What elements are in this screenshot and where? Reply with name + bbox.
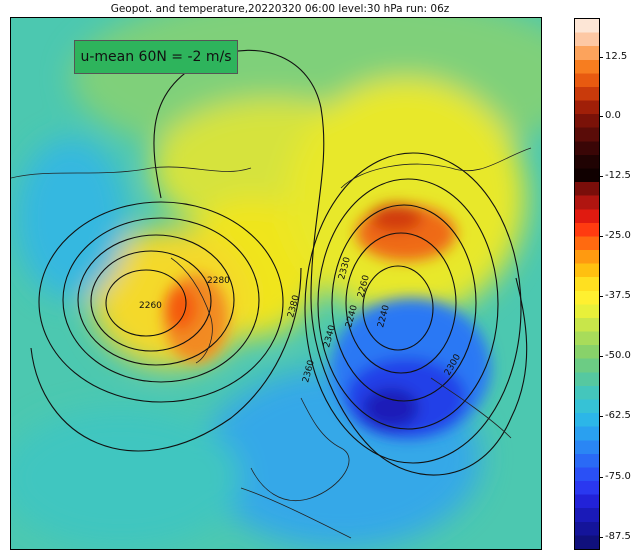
temperature-shading — [11, 18, 541, 548]
colorbar-label: -37.5 — [605, 290, 631, 301]
colorbar-tick — [599, 416, 603, 417]
colorbar-tick — [599, 236, 603, 237]
colorbar-label: -25.0 — [605, 230, 631, 241]
colorbar-tick — [599, 356, 603, 357]
colorbar-label: -12.5 — [605, 170, 631, 181]
colorbar-tick — [599, 176, 603, 177]
colorbar-label: -62.5 — [605, 410, 631, 421]
colorbar-label: -50.0 — [605, 350, 631, 361]
colorbar-label: 12.5 — [605, 51, 628, 62]
contour-label: 2280 — [207, 276, 230, 286]
coastlines — [11, 147, 532, 539]
colorbar-tick — [599, 477, 603, 478]
temperature-extremes — [164, 204, 491, 438]
map-title: Geopot. and temperature,20220320 06:00 l… — [110, 3, 450, 15]
map-panel: 2260 2280 2380 2360 2340 2330 2260 2240 … — [10, 17, 542, 550]
u-mean-annotation: u-mean 60N = -2 m/s — [74, 40, 238, 74]
colorbar-tick — [599, 537, 603, 538]
colorbar-tick — [599, 116, 603, 117]
geopotential-contours — [30, 49, 528, 476]
colorbar-label: -75.0 — [605, 471, 631, 482]
colorbar-label: -87.5 — [605, 531, 631, 542]
colorbar-tick — [599, 296, 603, 297]
colorbar-tick — [599, 57, 603, 58]
map-svg: 2260 2280 2380 2360 2340 2330 2260 2240 … — [11, 18, 541, 549]
colorbar-label: 0.0 — [605, 110, 621, 121]
colorbar — [574, 18, 600, 550]
contour-label: 2260 — [139, 301, 162, 311]
